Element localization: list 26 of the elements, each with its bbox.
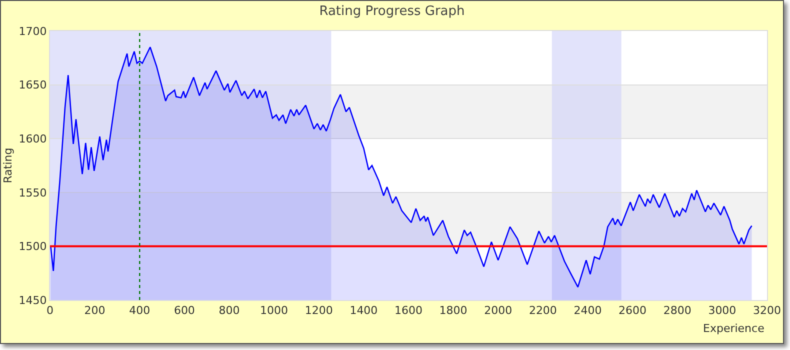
y-tick-label: 1450 bbox=[18, 294, 47, 307]
x-tick-label: 800 bbox=[218, 304, 240, 318]
x-tick-label: 1600 bbox=[394, 304, 422, 318]
x-tick-label: 2400 bbox=[574, 304, 602, 318]
x-tick-label: 200 bbox=[84, 304, 106, 318]
x-tick-label: 2200 bbox=[528, 304, 557, 318]
x-tick-label: 1400 bbox=[350, 304, 378, 318]
chart-title: Rating Progress Graph bbox=[319, 4, 465, 20]
x-tick-label: 0 bbox=[46, 304, 54, 318]
y-axis-title: Rating bbox=[1, 148, 14, 184]
x-tick-label: 2800 bbox=[663, 304, 692, 318]
x-tick-label: 3000 bbox=[708, 304, 736, 318]
x-tick-label: 1800 bbox=[439, 304, 468, 318]
x-tick-label: 3200 bbox=[753, 304, 781, 318]
x-tick-label: 2000 bbox=[484, 304, 512, 318]
y-tick-label: 1700 bbox=[18, 24, 47, 38]
x-tick-label: 2600 bbox=[618, 304, 647, 318]
x-axis-title: Experience bbox=[703, 322, 765, 335]
x-tick-label: 600 bbox=[174, 304, 195, 318]
x-tick-label: 400 bbox=[129, 304, 150, 318]
x-tick-label: 1200 bbox=[304, 304, 333, 318]
y-tick-label: 1550 bbox=[18, 186, 47, 200]
y-tick-label: 1500 bbox=[18, 240, 47, 254]
y-tick-label: 1600 bbox=[18, 132, 47, 146]
y-tick-label: 1650 bbox=[18, 78, 47, 92]
x-tick-label: 1000 bbox=[260, 304, 288, 318]
